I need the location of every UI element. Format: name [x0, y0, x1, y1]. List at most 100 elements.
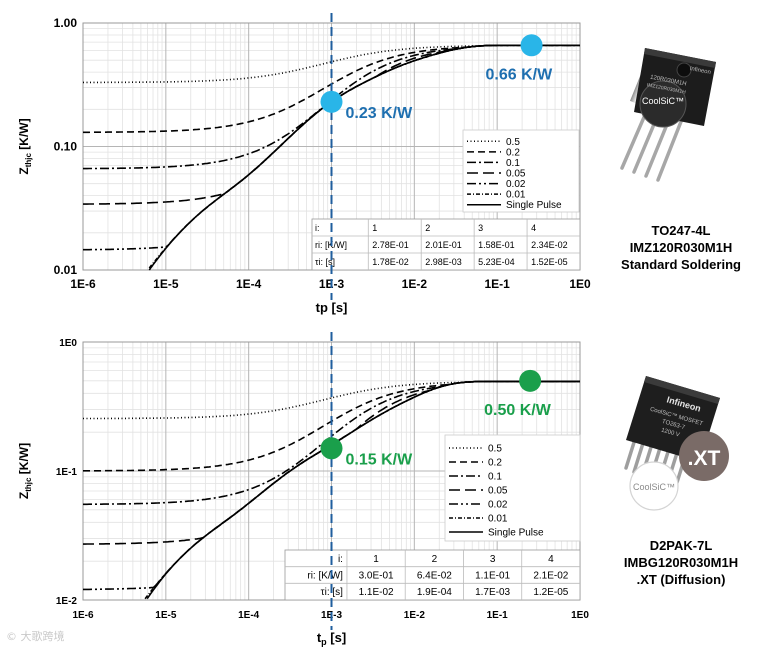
to247-package-image: CoolSiC™ 120R030M1H Infineon IMZ120R030M…	[620, 48, 716, 182]
value-marker	[520, 34, 543, 57]
table-cell: 4	[531, 223, 536, 233]
x-tick-label: 1E-6	[70, 277, 96, 291]
d2pak-package-label: D2PAK-7L IMBG120R030M1H .XT (Diffusion)	[600, 537, 762, 588]
y-tick-label: 1E-2	[56, 596, 78, 607]
series-line-0.05	[83, 44, 580, 205]
d2pak-package-name: D2PAK-7L	[649, 538, 713, 553]
table-cell: 1	[372, 223, 377, 233]
x-tick-label: 1E0	[569, 277, 591, 291]
table-border	[284, 549, 581, 601]
table-cell: 3	[490, 554, 496, 565]
table-cell: 5.23E-04	[478, 257, 515, 267]
to247-chip-brand: Infineon	[689, 66, 711, 76]
table-cell: 4	[548, 554, 554, 565]
x-tick-label: 1E-2	[404, 610, 426, 621]
table-cell: 1.9E-04	[417, 587, 452, 598]
table-cell: ri: [K/W]	[307, 571, 343, 582]
table-cell: τi: [s]	[315, 257, 335, 267]
value-label: 0.66 K/W	[486, 66, 554, 83]
y-tick-label: 0.01	[54, 263, 78, 277]
chart-bottom-d2pak: 1E-61E-51E-41E-31E-21E-11E01E-21E-11E0tp…	[17, 332, 589, 647]
d2pak-chip-line-3: 1200 V	[660, 428, 680, 439]
y-tick-label: 1E0	[59, 338, 77, 349]
legend-entry: 0.2	[506, 147, 520, 158]
value-label: 0.50 K/W	[484, 402, 552, 419]
table-cell: i:	[338, 554, 343, 565]
table-cell: 1.2E-05	[533, 587, 568, 598]
table-cell: 1	[373, 554, 379, 565]
legend-box	[444, 434, 581, 542]
x-axis-label: tp [s]	[316, 300, 348, 315]
rc-parameter-table: i: 1 2 3 4 ri: [K/W] 3.0E-01 6.4E-02 1.1E-01 2.1E…	[284, 549, 581, 601]
table-cell: 1.1E-01	[475, 571, 510, 582]
legend-entry: 0.01	[488, 514, 508, 525]
x-tick-label: 1E-4	[236, 277, 262, 291]
x-axis-label: tp [s]	[317, 630, 346, 647]
chart-top-to247: 1E-61E-51E-41E-31E-21E-11E00.010.101.00t…	[17, 13, 591, 315]
xt-badge	[679, 431, 729, 481]
table-cell: 1.7E-03	[475, 587, 510, 598]
table-cell: i:	[315, 223, 320, 233]
table-border	[311, 218, 581, 271]
legend-entry: 0.1	[506, 158, 520, 169]
value-marker	[519, 369, 542, 392]
table-cell: 2.01E-01	[425, 240, 462, 250]
legend-entry: 0.2	[488, 458, 502, 469]
d2pak-coolsic-text: CoolSiC™	[633, 482, 675, 492]
legend-entry: 0.05	[506, 169, 526, 180]
series-line-single-pulse	[146, 380, 580, 600]
legend-entry: 0.1	[488, 472, 502, 483]
rc-parameter-table: i: 1 2 3 4ri: [K/W] 2.78E-01 2.01E-01 1.58E-01 2…	[311, 218, 581, 271]
table-cell: 2	[432, 554, 438, 565]
legend-entry: Single Pulse	[506, 200, 562, 211]
table-cell: 2.1E-02	[533, 571, 568, 582]
table-cell: 2.98E-03	[425, 257, 462, 267]
table-cell: 6.4E-02	[417, 571, 452, 582]
legend-entry: 0.02	[506, 179, 526, 190]
series-line-single-pulse	[148, 44, 580, 271]
y-tick-label: 1E-1	[56, 467, 78, 478]
table-cell: 1.58E-01	[478, 240, 515, 250]
legend-entry: 0.01	[506, 190, 526, 201]
xt-badge-text: .XT	[688, 447, 721, 470]
legend-entry: 0.5	[506, 137, 520, 148]
legend-entry: 0.05	[488, 486, 508, 497]
value-label: 0.23 K/W	[346, 105, 414, 122]
table-cell: 2.34E-02	[531, 240, 568, 250]
x-tick-label: 1E-1	[484, 277, 510, 291]
legend-entry: 0.02	[488, 500, 508, 511]
value-label: 0.15 K/W	[346, 451, 414, 468]
table-cell: 3.0E-01	[359, 571, 394, 582]
to247-attach-method: Standard Soldering	[621, 257, 741, 272]
d2pak-attach-method: .XT (Diffusion)	[636, 572, 726, 587]
to247-package-label: TO247-4L IMZ120R030M1H Standard Solderin…	[600, 222, 762, 273]
table-cell: 3	[478, 223, 483, 233]
value-marker	[320, 90, 343, 113]
to247-package-name: TO247-4L	[651, 223, 711, 238]
x-tick-label: 1E-6	[72, 610, 94, 621]
table-cell: 1.1E-02	[359, 587, 394, 598]
x-tick-label: 1E-5	[155, 610, 177, 621]
y-tick-label: 1.00	[54, 16, 78, 30]
table-cell: 2	[425, 223, 430, 233]
to247-part-number: IMZ120R030M1H	[629, 240, 733, 255]
y-axis-label: Zthjc [K/W]	[17, 118, 33, 174]
legend-box	[462, 129, 580, 213]
table-cell: 1.52E-05	[531, 257, 568, 267]
value-marker	[320, 437, 343, 460]
to247-coolsic-text: CoolSiC™	[642, 96, 684, 106]
watermark: © 大歌跨境	[6, 630, 65, 643]
y-tick-label: 0.10	[54, 140, 78, 154]
table-cell: 1.78E-02	[372, 257, 409, 267]
x-tick-label: 1E0	[571, 610, 589, 621]
legend: 0.5 0.2 0.1 0.05 0.02 0.01 Single Pulse	[444, 434, 581, 542]
d2pak-package-image: Infineon CoolSiC™ MOSFET TO263-7 1200 V …	[624, 376, 729, 511]
legend-entry: Single Pulse	[488, 528, 544, 539]
d2pak-part-number: IMBG120R030M1H	[623, 555, 739, 570]
x-tick-label: 1E-2	[402, 277, 428, 291]
x-tick-label: 1E-4	[238, 610, 260, 621]
x-tick-label: 1E-5	[153, 277, 179, 291]
legend-entry: 0.5	[488, 444, 502, 455]
